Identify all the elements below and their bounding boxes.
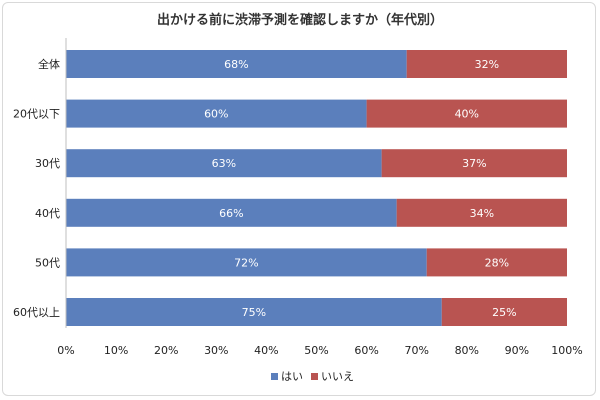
bar-value-label: 75% — [242, 306, 266, 319]
legend-swatch — [311, 373, 318, 380]
x-tick-label: 70% — [404, 344, 428, 357]
x-tick-label: 80% — [455, 344, 479, 357]
bar-value-label: 66% — [219, 207, 243, 220]
bar-segment — [406, 50, 567, 78]
legend-label: はい — [281, 370, 303, 383]
category-labels: 全体 20代以下 30代 40代 50代 60代以上 — [13, 57, 60, 319]
bar-segment — [66, 99, 367, 128]
bar-value-label: 34% — [470, 207, 494, 220]
x-tick-label: 50% — [304, 344, 328, 357]
bar-value-label: 68% — [224, 58, 248, 71]
legend: はい いいえ — [271, 370, 354, 383]
category-label: 50代 — [35, 256, 60, 269]
x-axis: 0% 10% 20% 30% 40% 50% 60% 70% 80% 90% 100% — [57, 38, 583, 357]
category-label: 40代 — [35, 207, 60, 220]
chart-title: 出かける前に渋滞予測を確認しますか（年代別） — [157, 12, 443, 28]
category-label: 20代以下 — [13, 108, 60, 121]
bar-value-label: 37% — [462, 157, 486, 170]
bar-value-label: 63% — [212, 157, 236, 170]
legend-label: いいえ — [321, 370, 354, 383]
bar-segment — [66, 149, 382, 178]
bar-segment — [381, 149, 567, 178]
bars-group: 68% 32% 60% 40% 63% 37% 66% 34% 72% 28% 75% 25% — [66, 50, 567, 326]
bar-segment — [66, 298, 442, 326]
category-label: 30代 — [35, 157, 60, 170]
category-label: 60代以上 — [13, 306, 60, 319]
category-label: 全体 — [38, 57, 60, 71]
bar-value-label: 40% — [455, 108, 479, 121]
x-tick-label: 40% — [254, 344, 278, 357]
bar-value-label: 25% — [492, 306, 516, 319]
legend-swatch — [271, 373, 278, 380]
bar-value-label: 72% — [234, 256, 258, 269]
bar-segment — [66, 50, 407, 78]
bar-segment — [441, 298, 567, 326]
bar-segment — [396, 198, 567, 227]
bar-segment — [66, 198, 397, 227]
bar-value-label: 32% — [475, 58, 499, 71]
x-tick-label: 10% — [104, 344, 128, 357]
x-tick-label: 20% — [154, 344, 178, 357]
bar-value-label: 28% — [485, 256, 509, 269]
x-tick-label: 0% — [57, 344, 74, 357]
x-tick-label: 100% — [551, 344, 582, 357]
x-tick-label: 30% — [204, 344, 228, 357]
bar-segment — [66, 248, 427, 277]
bar-value-label: 60% — [204, 108, 228, 121]
bar-segment — [426, 248, 567, 277]
x-tick-label: 90% — [505, 344, 529, 357]
x-tick-label: 60% — [354, 344, 378, 357]
bar-segment — [366, 99, 567, 128]
